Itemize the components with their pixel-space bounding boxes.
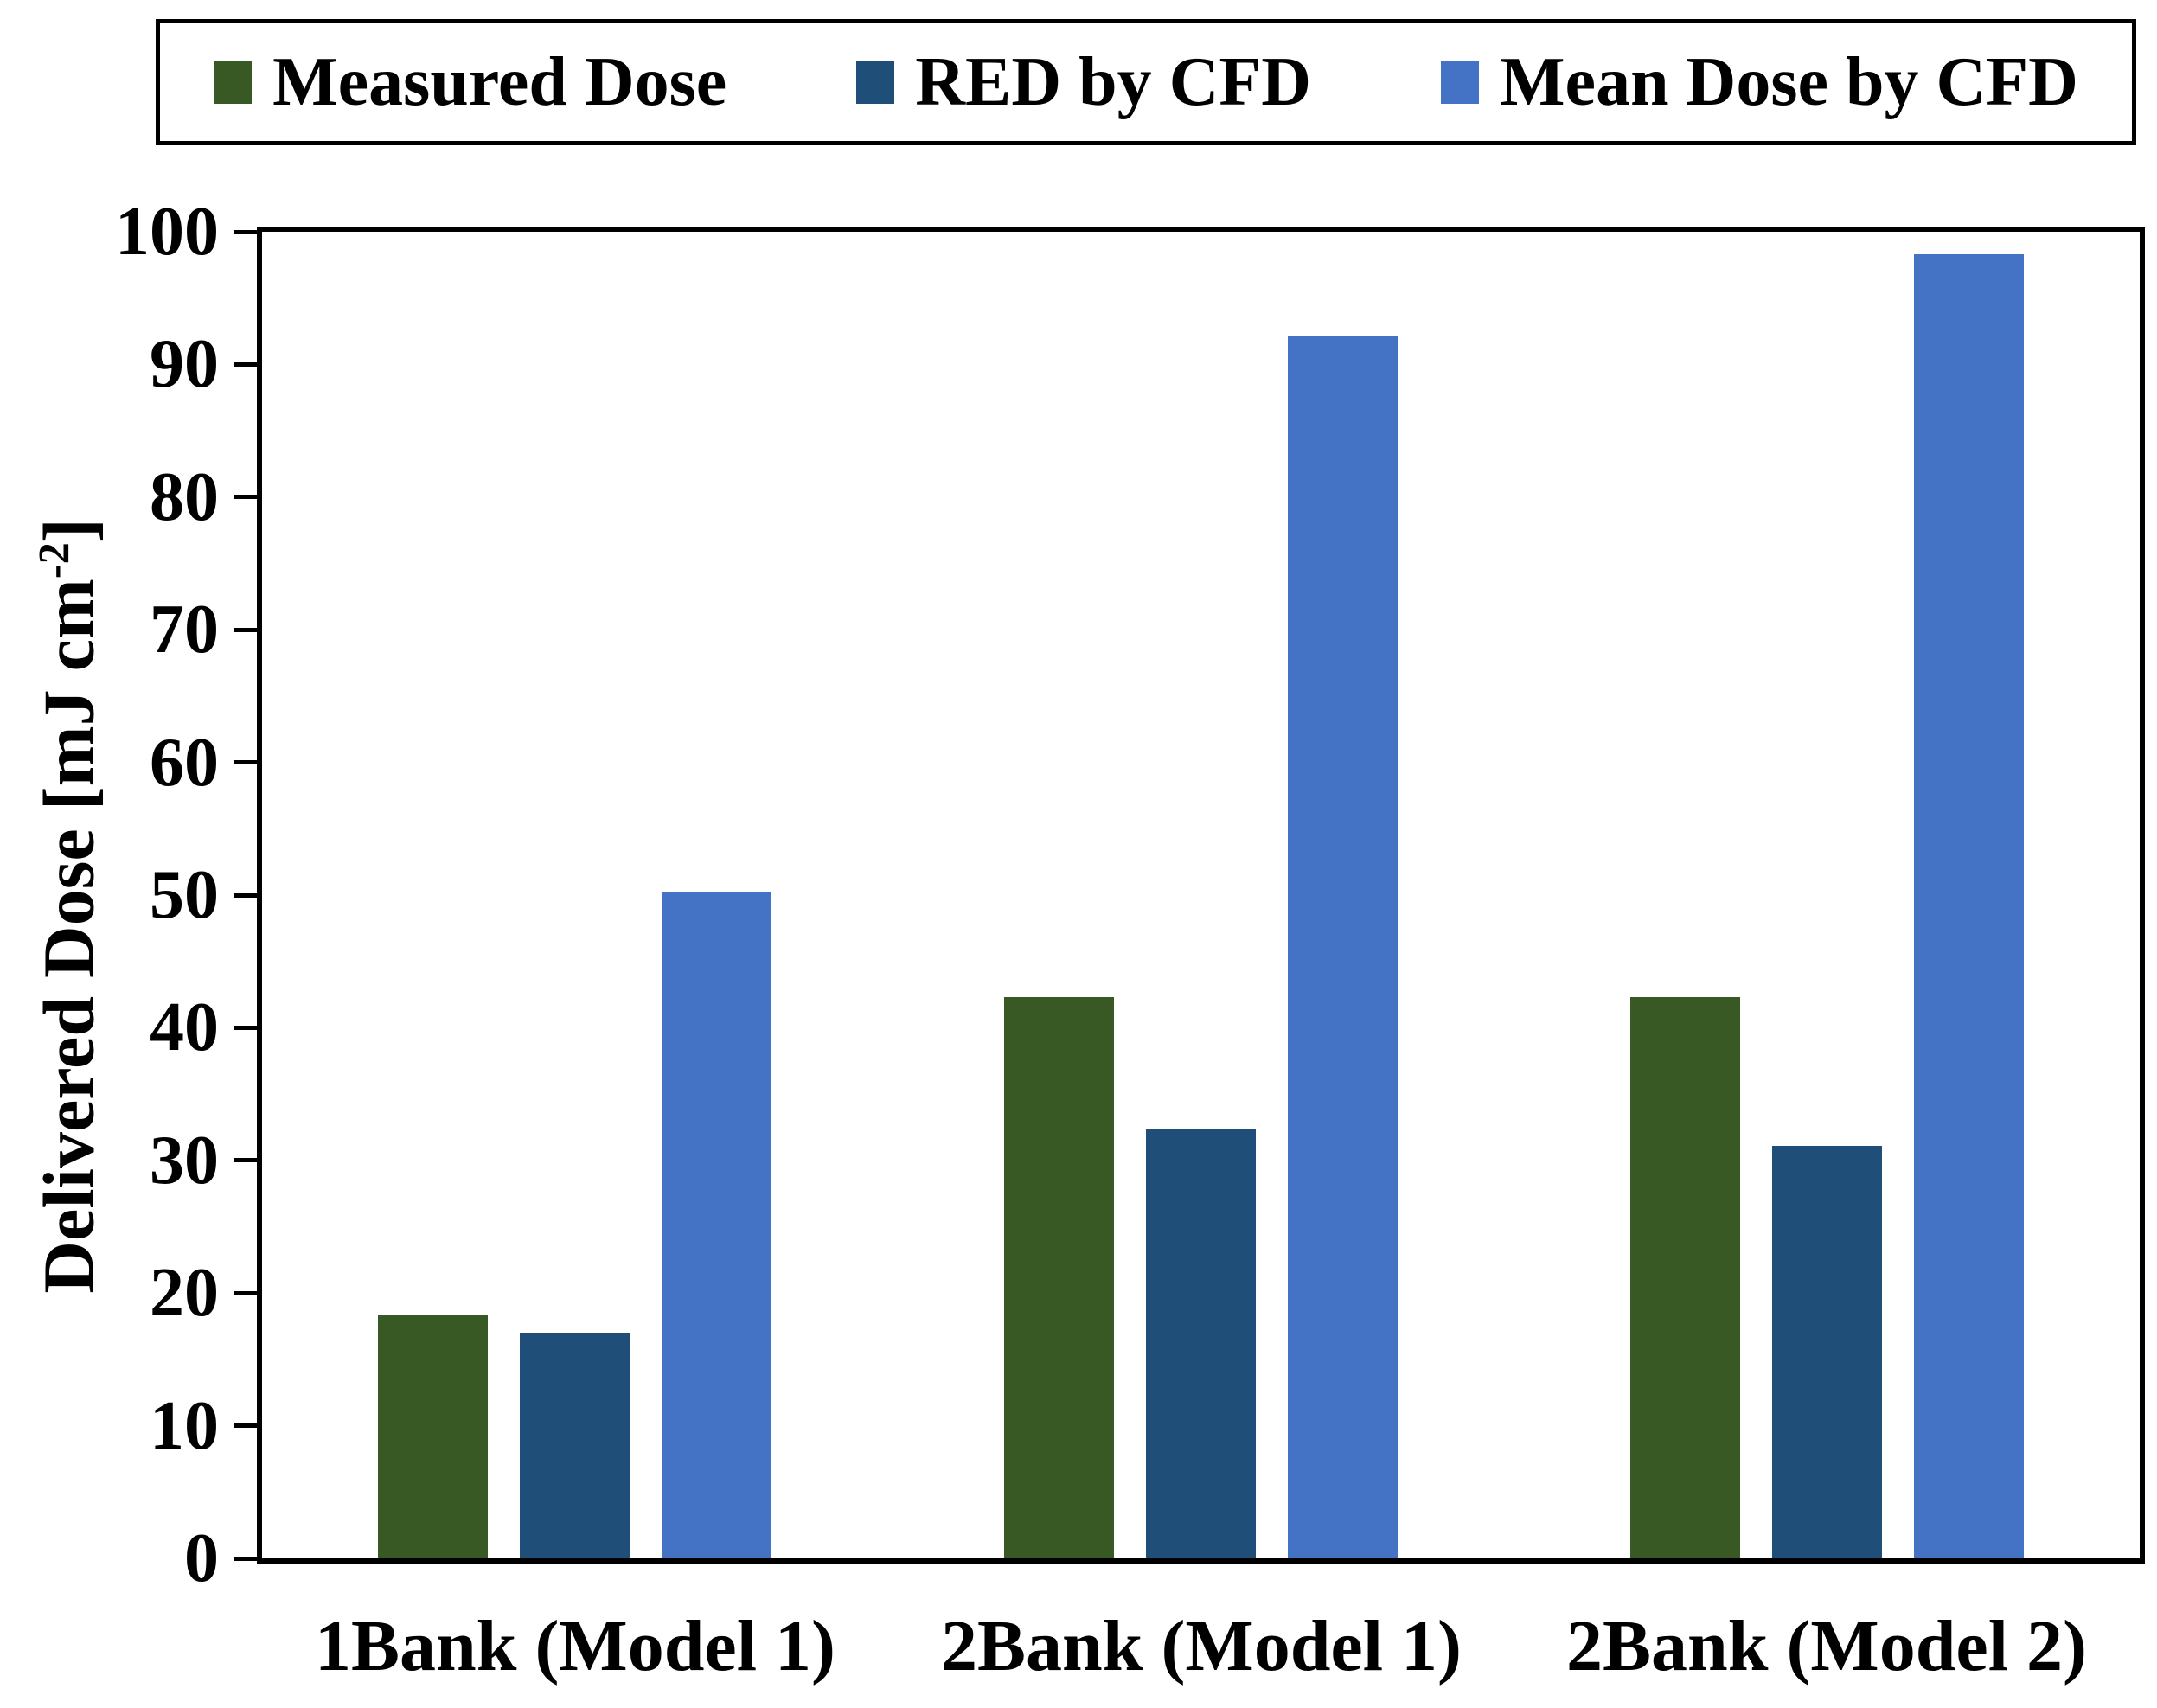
bar-red-by-cfd-2bank-model-1 — [1146, 1129, 1256, 1558]
legend-item-mean-dose-by-cfd: Mean Dose by CFD — [1441, 48, 2078, 117]
y-tick-label-30: 30 — [150, 1123, 219, 1199]
y-tick-mark-70 — [234, 628, 257, 632]
y-tick-label-50: 50 — [150, 857, 219, 933]
y-tick-mark-30 — [234, 1158, 257, 1162]
y-tick-label-40: 40 — [150, 989, 219, 1065]
y-tick-mark-60 — [234, 760, 257, 764]
bar-red-by-cfd-2bank-model-2 — [1772, 1146, 1882, 1558]
plot-area — [257, 227, 2145, 1564]
legend-label-red-by-cfd: RED by CFD — [915, 44, 1312, 120]
bar-measured-dose-2bank-model-2 — [1630, 997, 1740, 1558]
bar-mean-dose-by-cfd-2bank-model-1 — [1288, 336, 1398, 1558]
legend-item-red-by-cfd: RED by CFD — [856, 48, 1311, 117]
y-axis-title-superscript: -2 — [29, 542, 79, 579]
y-tick-label-70: 70 — [150, 592, 219, 668]
y-tick-mark-10 — [234, 1423, 257, 1428]
x-category-label-2bank-model-2: 2Bank (Model 2) — [1565, 1606, 2088, 1686]
y-tick-label-100: 100 — [115, 194, 219, 270]
legend-swatch-red-by-cfd-icon — [856, 61, 895, 104]
y-tick-mark-80 — [234, 495, 257, 499]
x-category-label-2bank-model-1: 2Bank (Model 1) — [940, 1606, 1463, 1686]
bar-mean-dose-by-cfd-1bank-model-1 — [662, 892, 771, 1558]
y-tick-mark-20 — [234, 1291, 257, 1295]
y-tick-label-0: 0 — [184, 1520, 219, 1596]
bar-measured-dose-1bank-model-1 — [378, 1315, 488, 1558]
y-tick-label-80: 80 — [150, 459, 219, 535]
legend-label-mean-dose-by-cfd: Mean Dose by CFD — [1500, 44, 2078, 120]
bar-mean-dose-by-cfd-2bank-model-2 — [1914, 254, 2024, 1558]
y-tick-label-60: 60 — [150, 725, 219, 801]
y-tick-label-20: 20 — [150, 1255, 219, 1331]
legend-label-measured-dose: Measured Dose — [272, 44, 727, 120]
x-category-label-1bank-model-1: 1Bank (Model 1) — [314, 1606, 836, 1686]
bar-red-by-cfd-1bank-model-1 — [520, 1333, 630, 1558]
y-tick-mark-0 — [234, 1557, 257, 1561]
y-tick-mark-40 — [234, 1026, 257, 1030]
legend-swatch-mean-dose-by-cfd-icon — [1441, 61, 1480, 104]
y-tick-label-10: 10 — [150, 1388, 219, 1464]
legend: Measured Dose RED by CFD Mean Dose by CF… — [156, 19, 2136, 145]
bar-measured-dose-2bank-model-1 — [1004, 997, 1114, 1558]
y-tick-mark-100 — [234, 230, 257, 234]
y-tick-mark-50 — [234, 893, 257, 898]
legend-swatch-measured-dose-icon — [214, 61, 253, 104]
y-tick-mark-90 — [234, 362, 257, 367]
y-tick-label-90: 90 — [150, 326, 219, 402]
legend-item-measured-dose: Measured Dose — [214, 48, 726, 117]
